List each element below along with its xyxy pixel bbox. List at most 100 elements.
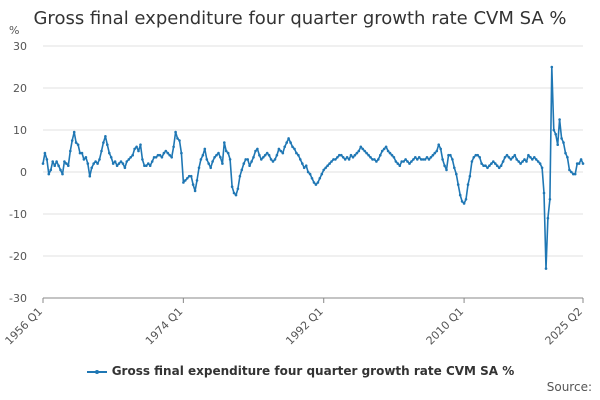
y-tick-label: 0 bbox=[20, 166, 27, 179]
data-point bbox=[521, 160, 524, 163]
data-point bbox=[470, 160, 474, 163]
data-point bbox=[267, 153, 271, 157]
data-point bbox=[283, 145, 287, 149]
data-point bbox=[262, 156, 265, 159]
data-point bbox=[462, 202, 466, 205]
data-point bbox=[86, 162, 90, 165]
data-point bbox=[55, 160, 58, 163]
data-point bbox=[357, 149, 361, 153]
data-point bbox=[201, 153, 205, 157]
x-tick-label: 1992 Q1 bbox=[283, 305, 326, 348]
data-point bbox=[523, 158, 526, 161]
data-point bbox=[143, 164, 146, 167]
data-point bbox=[388, 151, 392, 155]
data-point bbox=[322, 168, 326, 172]
data-point bbox=[127, 158, 131, 161]
data-point bbox=[92, 162, 95, 165]
data-point bbox=[207, 162, 210, 165]
data-point bbox=[49, 168, 53, 172]
data-point bbox=[265, 151, 269, 155]
data-point bbox=[160, 156, 164, 159]
data-point bbox=[139, 143, 142, 146]
data-point bbox=[552, 128, 556, 132]
data-point bbox=[205, 158, 209, 161]
data-point bbox=[560, 137, 563, 140]
data-point bbox=[573, 172, 577, 176]
data-point bbox=[104, 135, 107, 138]
data-point bbox=[394, 160, 398, 163]
data-point bbox=[382, 147, 386, 151]
data-point bbox=[43, 151, 47, 155]
data-point bbox=[408, 162, 411, 165]
data-point bbox=[540, 166, 544, 170]
data-point bbox=[263, 153, 267, 157]
data-point bbox=[117, 162, 121, 165]
data-point bbox=[536, 160, 540, 163]
data-point bbox=[363, 149, 367, 153]
data-point bbox=[533, 156, 536, 159]
data-point bbox=[421, 158, 425, 161]
data-point bbox=[141, 158, 144, 161]
chart-title: Gross final expenditure four quarter gro… bbox=[33, 8, 567, 29]
data-point bbox=[355, 151, 359, 155]
data-point bbox=[240, 168, 244, 172]
data-point bbox=[84, 156, 88, 159]
data-point bbox=[379, 153, 382, 157]
data-point bbox=[197, 166, 201, 170]
data-point bbox=[125, 160, 129, 163]
data-point bbox=[219, 156, 222, 159]
data-point bbox=[400, 160, 404, 163]
data-point bbox=[248, 164, 251, 167]
data-point bbox=[226, 151, 230, 155]
data-point bbox=[513, 153, 517, 157]
data-point bbox=[98, 158, 101, 161]
data-point bbox=[223, 141, 226, 144]
data-point bbox=[568, 168, 571, 172]
data-point bbox=[148, 164, 152, 167]
data-point bbox=[515, 158, 518, 161]
data-point bbox=[341, 156, 345, 159]
y-tick-label: -10 bbox=[9, 208, 27, 221]
data-point bbox=[548, 198, 552, 201]
data-point bbox=[306, 170, 310, 174]
data-point bbox=[82, 158, 86, 161]
source-note: Source: bbox=[546, 380, 592, 394]
data-point bbox=[546, 216, 550, 220]
data-point bbox=[419, 158, 423, 161]
data-point bbox=[347, 158, 351, 161]
legend-label: Gross final expenditure four quarter gro… bbox=[111, 364, 515, 378]
data-point bbox=[425, 156, 429, 159]
data-point bbox=[353, 153, 357, 157]
data-point bbox=[579, 158, 583, 161]
data-point bbox=[100, 149, 103, 153]
data-point bbox=[147, 162, 150, 165]
data-point bbox=[380, 149, 384, 153]
data-point bbox=[441, 158, 444, 161]
data-point bbox=[511, 156, 515, 159]
data-point bbox=[189, 174, 193, 178]
data-point bbox=[371, 158, 374, 161]
data-point bbox=[310, 177, 314, 180]
data-point bbox=[96, 162, 99, 165]
data-point bbox=[456, 183, 460, 186]
data-point bbox=[529, 156, 532, 159]
data-point bbox=[80, 151, 84, 155]
data-point bbox=[472, 156, 476, 159]
data-point bbox=[47, 172, 51, 176]
data-point bbox=[88, 174, 92, 178]
data-point bbox=[187, 174, 191, 178]
x-tick-label: 1974 Q1 bbox=[143, 305, 186, 348]
data-point bbox=[273, 158, 277, 161]
data-point bbox=[384, 145, 388, 149]
data-point bbox=[90, 166, 93, 170]
data-point bbox=[178, 139, 181, 142]
data-point bbox=[70, 139, 74, 142]
y-tick-label: -20 bbox=[9, 250, 27, 263]
data-point bbox=[51, 160, 54, 163]
x-tick-label: 2025 Q2 bbox=[543, 305, 586, 348]
data-point bbox=[277, 147, 281, 151]
data-point bbox=[108, 151, 111, 155]
data-point bbox=[412, 158, 415, 161]
data-point bbox=[544, 267, 548, 270]
